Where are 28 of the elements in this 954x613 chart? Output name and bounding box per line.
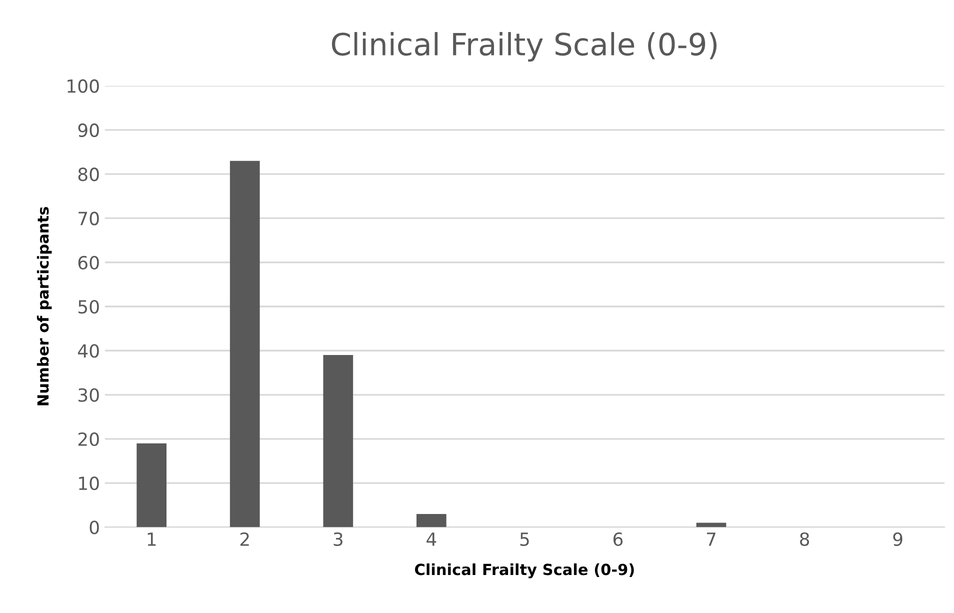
y-tick-label: 40 — [78, 344, 99, 358]
y-tick-label: 80 — [78, 168, 99, 182]
x-tick-label: 9 — [893, 532, 902, 546]
x-tick-label: 6 — [613, 532, 623, 546]
x-tick-label: 3 — [334, 532, 342, 546]
chart-title: Clinical Frailty Scale (0-9) — [332, 32, 717, 62]
x-tick-label: 7 — [706, 532, 716, 546]
bar — [323, 355, 354, 528]
bar — [230, 160, 260, 528]
y-tick-label: 50 — [78, 300, 99, 314]
y-tick-label: 70 — [78, 212, 99, 226]
x-tick-label: 5 — [520, 532, 529, 546]
y-tick-label: 90 — [78, 123, 99, 138]
x-tick-label: 4 — [426, 532, 436, 546]
bar — [416, 514, 446, 528]
x-tick-label: 1 — [148, 532, 156, 546]
y-tick-label: 30 — [78, 388, 99, 402]
bar — [136, 443, 167, 528]
y-axis-title: Number of participants — [36, 207, 52, 406]
y-tick-label: 10 — [79, 476, 99, 490]
x-axis-title: Clinical Frailty Scale (0-9) — [414, 563, 634, 578]
y-tick-label: 60 — [78, 256, 99, 270]
y-tick-label: 20 — [78, 432, 99, 446]
x-tick-label: 8 — [800, 532, 810, 546]
x-tick-label: 2 — [240, 532, 249, 546]
y-tick-label: 0 — [90, 520, 99, 534]
bar — [696, 522, 726, 528]
y-tick-label: 100 — [68, 79, 99, 93]
